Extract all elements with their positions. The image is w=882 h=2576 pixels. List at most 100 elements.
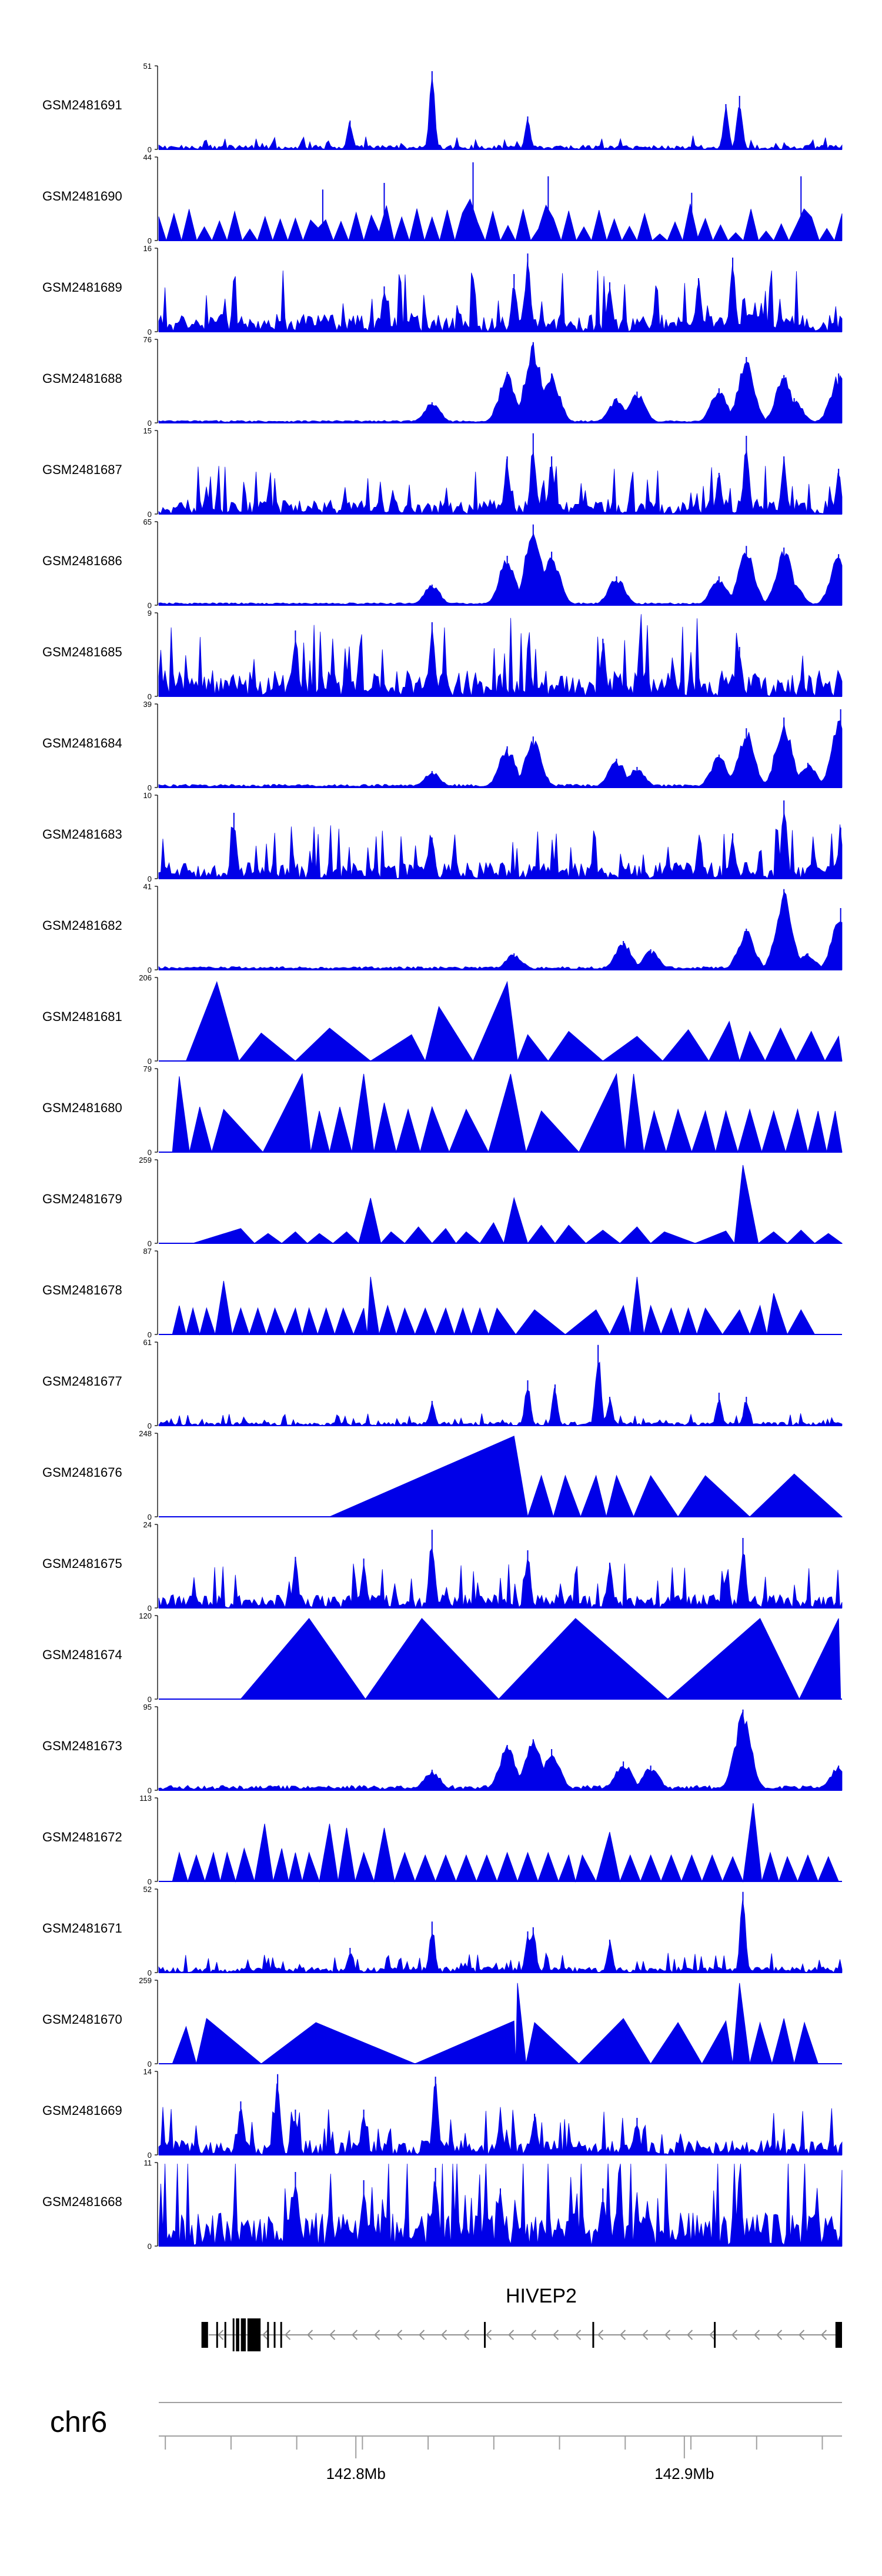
strand-arrow <box>352 2330 358 2340</box>
track-GSM2481687: GSM2481687 15 0 <box>42 426 843 519</box>
signal-area <box>158 1361 843 1426</box>
y-min-label: 0 <box>148 236 152 245</box>
track-GSM2481671: GSM2481671 52 0 <box>42 1885 843 1977</box>
track-label: GSM2481691 <box>42 98 122 112</box>
strand-arrow <box>799 2330 805 2340</box>
gene-exon <box>224 2322 226 2348</box>
y-min-label: 0 <box>148 875 152 883</box>
y-min-label: 0 <box>148 783 152 792</box>
signal-area <box>172 1276 816 1336</box>
strand-arrow <box>620 2330 626 2340</box>
gene-annotation-track: HIVEP2 <box>201 2285 842 2351</box>
y-min-label: 0 <box>148 1786 152 1795</box>
strand-arrow <box>218 2330 224 2340</box>
track-label: GSM2481679 <box>42 1192 122 1206</box>
y-min-label: 0 <box>148 145 152 154</box>
gene-exon <box>240 2318 246 2351</box>
track-GSM2481684: GSM2481684 39 0 <box>42 700 843 792</box>
track-GSM2481688: GSM2481688 76 0 <box>42 335 843 428</box>
signal-area <box>172 1983 818 2065</box>
strand-arrow <box>642 2330 649 2340</box>
strand-arrow <box>575 2330 582 2340</box>
y-min-label: 0 <box>148 966 152 975</box>
y-max-label: 61 <box>143 1338 152 1347</box>
track-label: GSM2481688 <box>42 371 122 386</box>
track-GSM2481686: GSM2481686 65 0 <box>42 518 843 610</box>
y-max-label: 76 <box>143 335 152 344</box>
signal-area <box>158 1710 843 1791</box>
track-GSM2481672: GSM2481672 113 0 <box>42 1794 842 1886</box>
strand-arrow <box>262 2330 269 2340</box>
y-max-label: 15 <box>143 426 152 435</box>
track-GSM2481669: GSM2481669 14 0 <box>42 2067 843 2160</box>
track-label: GSM2481675 <box>42 1556 122 1571</box>
strand-arrow <box>709 2330 716 2340</box>
strand-arrow <box>374 2330 380 2340</box>
genome-axis: chr6 142.8Mb 142.9Mb <box>50 2402 842 2482</box>
y-max-label: 259 <box>139 1156 152 1164</box>
gene-exon <box>714 2322 716 2348</box>
track-GSM2481683: GSM2481683 10 0 <box>42 791 843 883</box>
gene-exon <box>835 2322 842 2348</box>
y-max-label: 11 <box>144 2158 152 2167</box>
gene-exon <box>273 2322 276 2348</box>
signal-area <box>185 980 843 1062</box>
strand-arrow <box>486 2330 492 2340</box>
y-max-label: 44 <box>143 153 152 162</box>
gene-exon <box>201 2322 208 2348</box>
y-max-label: 39 <box>143 700 152 709</box>
gene-exon <box>232 2318 235 2351</box>
track-label: GSM2481683 <box>42 827 122 842</box>
y-max-label: 87 <box>143 1247 152 1256</box>
strand-arrow <box>776 2330 783 2340</box>
gene-exon <box>267 2322 269 2348</box>
gene-exons <box>201 2318 842 2351</box>
track-label: GSM2481678 <box>42 1283 122 1297</box>
strand-arrow <box>530 2330 537 2340</box>
signal-area <box>172 1803 839 1883</box>
signal-area <box>158 891 843 970</box>
strand-arrow <box>419 2330 425 2340</box>
y-min-label: 0 <box>148 1968 152 1977</box>
y-max-label: 248 <box>139 1429 152 1438</box>
y-max-label: 24 <box>143 1520 152 1529</box>
signal-area <box>158 533 843 606</box>
gene-exon <box>592 2322 594 2348</box>
track-GSM2481675: GSM2481675 24 0 <box>42 1520 843 1613</box>
y-min-label: 0 <box>148 419 152 428</box>
track-GSM2481689: GSM2481689 16 0 <box>42 244 843 336</box>
y-max-label: 120 <box>139 1611 152 1620</box>
track-label: GSM2481677 <box>42 1374 122 1389</box>
gene-exon <box>484 2322 486 2348</box>
track-GSM2481674: GSM2481674 120 0 <box>42 1611 842 1704</box>
strand-arrow <box>441 2330 447 2340</box>
track-label: GSM2481669 <box>42 2103 122 2118</box>
strand-arrow <box>307 2330 313 2340</box>
signal-area <box>158 614 843 697</box>
signal-area <box>158 76 843 150</box>
gene-exon <box>216 2322 218 2348</box>
signal-area <box>158 342 843 423</box>
track-label: GSM2481690 <box>42 189 122 203</box>
track-label: GSM2481673 <box>42 1739 122 1753</box>
track-GSM2481681: GSM2481681 206 0 <box>42 973 843 1066</box>
y-max-label: 52 <box>143 1885 152 1894</box>
strand-arrow <box>597 2330 604 2340</box>
y-min-label: 0 <box>148 692 152 701</box>
y-min-label: 0 <box>148 1695 152 1704</box>
track-GSM2481673: GSM2481673 95 0 <box>42 1703 843 1795</box>
strand-arrow <box>396 2330 403 2340</box>
track-label: GSM2481685 <box>42 645 122 659</box>
track-GSM2481670: GSM2481670 259 0 <box>42 1976 842 2068</box>
track-GSM2481682: GSM2481682 41 0 <box>42 882 843 975</box>
track-label: GSM2481670 <box>42 2012 122 2027</box>
track-GSM2481680: GSM2481680 79 0 <box>42 1065 843 1157</box>
y-max-label: 51 <box>143 62 152 71</box>
track-label: GSM2481686 <box>42 553 122 568</box>
strand-arrow <box>821 2330 827 2340</box>
track-GSM2481685: GSM2481685 9 0 <box>42 609 843 701</box>
signal-area <box>158 261 843 332</box>
y-min-label: 0 <box>148 1877 152 1886</box>
strand-arrows <box>218 2330 827 2340</box>
